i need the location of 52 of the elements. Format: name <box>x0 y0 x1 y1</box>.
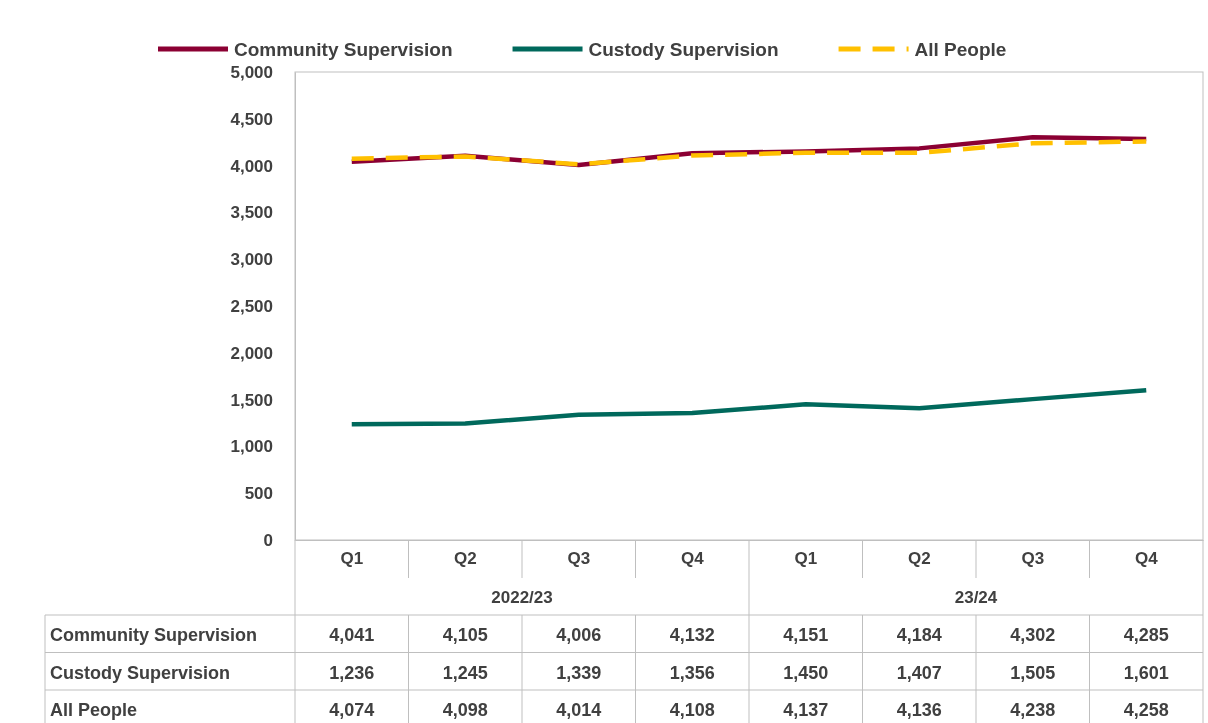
data-label: 4,098 <box>442 700 488 720</box>
data-label: 4,041 <box>329 625 375 645</box>
data-label: 1,505 <box>1010 662 1056 683</box>
data-label: 4,006 <box>556 625 602 645</box>
data-label: 1,601 <box>1123 662 1169 683</box>
y-tick-label: 1,500 <box>230 390 273 410</box>
data-label: 1,450 <box>783 662 829 683</box>
x-tick-label: Q4 <box>1134 549 1159 569</box>
y-tick-label: 4,500 <box>230 109 273 129</box>
data-label: 4,285 <box>1123 625 1169 645</box>
data-label: 1,245 <box>442 662 488 683</box>
data-label: 4,302 <box>1010 625 1056 645</box>
x-tick-label: Q4 <box>680 549 705 569</box>
y-tick-label: 1,000 <box>230 437 273 457</box>
y-tick-label: 2,000 <box>230 343 273 363</box>
data-label: 4,132 <box>669 625 715 645</box>
data-label: 4,137 <box>783 700 829 720</box>
y-tick-label: 4,000 <box>230 156 273 176</box>
y-tick-label: 0 <box>263 530 273 550</box>
y-tick-label: 3,500 <box>230 203 273 223</box>
data-label: 4,258 <box>1123 700 1169 720</box>
data-label: 4,014 <box>556 700 602 720</box>
x-tick-label: Q2 <box>453 549 477 569</box>
text: Custody Supervision <box>50 662 231 683</box>
y-tick-label: 500 <box>244 484 273 504</box>
data-label: 4,151 <box>783 625 829 645</box>
y-tick-label: 3,000 <box>230 250 273 270</box>
text: 23/24 <box>954 588 998 607</box>
x-tick-label: Q3 <box>1021 549 1045 569</box>
y-tick-label: 5,000 <box>230 62 273 82</box>
legend-label: Community Supervision <box>234 39 453 60</box>
legend-label: Custody Supervision <box>588 39 779 60</box>
text: Community Supervision <box>50 625 258 645</box>
data-label: 1,407 <box>896 662 942 683</box>
y-tick-label: 2,500 <box>230 296 273 316</box>
x-tick-label: Q3 <box>567 549 591 569</box>
data-label: 4,238 <box>1010 700 1056 720</box>
data-label: 1,356 <box>669 662 715 683</box>
x-tick-label: Q1 <box>340 549 364 569</box>
line-series <box>349 387 1149 427</box>
data-label: 1,339 <box>556 662 602 683</box>
data-label: 4,136 <box>896 700 942 720</box>
data-label: 1,236 <box>329 662 375 683</box>
text: 2022/23 <box>491 588 553 607</box>
legend-label: All People <box>914 39 1007 60</box>
x-tick-label: Q1 <box>794 549 818 569</box>
text: All People <box>50 700 138 720</box>
data-label: 4,108 <box>669 700 715 720</box>
data-label: 4,105 <box>442 625 488 645</box>
data-label: 4,074 <box>329 700 375 720</box>
data-label: 4,184 <box>896 625 942 645</box>
x-tick-label: Q2 <box>907 549 931 569</box>
